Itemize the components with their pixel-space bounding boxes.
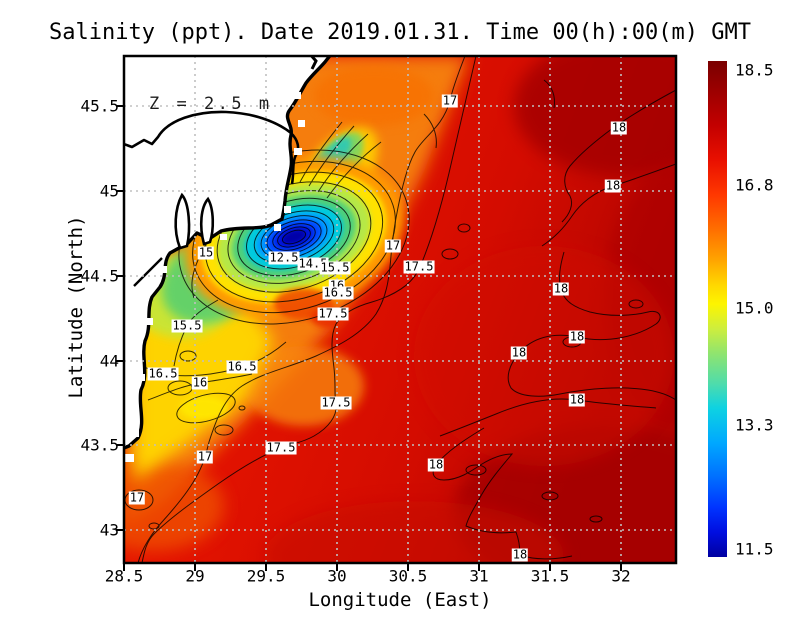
contour-label: 18 <box>427 457 445 472</box>
contour-label: 17 <box>441 93 459 108</box>
contour-label: 18 <box>510 345 528 360</box>
y-tick-label: 43 <box>99 520 119 540</box>
land-coastline <box>124 56 332 462</box>
contour-label: 17 <box>196 449 214 464</box>
x-tick-label: 31.5 <box>530 566 570 586</box>
contour-label: 17 <box>128 490 146 505</box>
contour-label: 16 <box>191 375 209 390</box>
contour-label: 15.5 <box>171 318 203 333</box>
contour-label: 16.5 <box>147 366 179 381</box>
x-tick-label: 30.5 <box>388 566 428 586</box>
x-tick-label: 29.5 <box>246 566 286 586</box>
contour-label: 15 <box>197 245 215 260</box>
graticule <box>124 56 676 563</box>
colorbar <box>708 61 727 557</box>
contour-label: 12.5 <box>268 250 300 265</box>
plot-border <box>122 54 678 565</box>
x-tick-label: 31 <box>469 566 489 586</box>
depth-annotation: Z = 2.5 m <box>149 94 273 114</box>
axis-ticks <box>116 105 622 571</box>
x-tick-label: 32 <box>611 566 631 586</box>
colorbar-tick-label: 15.0 <box>735 298 774 318</box>
contour-label: 17.5 <box>403 259 435 274</box>
contour-label: 17.5 <box>320 395 352 410</box>
contour-label: 15.5 <box>319 260 351 275</box>
contour-label: 17.5 <box>265 440 297 455</box>
colorbar-tick-label: 18.5 <box>735 60 774 80</box>
colorbar-tick-label: 11.5 <box>735 539 774 559</box>
y-tick-label: 44 <box>99 351 119 371</box>
colorbar-tick-label: 16.8 <box>735 175 774 195</box>
contour-label: 16.5 <box>322 285 354 300</box>
contour-label: 18 <box>568 392 586 407</box>
y-tick-label: 43.5 <box>80 435 119 455</box>
figure-title: Salinity (ppt). Date 2019.01.31. Time 00… <box>49 20 751 45</box>
contour-label: 16.5 <box>226 359 258 374</box>
y-axis-label: Latitude (North) <box>65 215 87 399</box>
contour-label: 18 <box>604 178 622 193</box>
y-tick-label: 45 <box>99 181 119 201</box>
x-tick-label: 30 <box>327 566 347 586</box>
contour-label: 18 <box>568 329 586 344</box>
y-tick-label: 44.5 <box>80 266 119 286</box>
contour-label: 18 <box>610 120 628 135</box>
y-tick-label: 45.5 <box>80 96 119 116</box>
contour-label: 17.5 <box>317 306 349 321</box>
contour-label: 18 <box>511 547 529 562</box>
coast-staircase-blocks <box>124 92 305 462</box>
x-tick-label: 28.5 <box>104 566 144 586</box>
map-area <box>122 54 678 565</box>
colorbar-tick-label: 13.3 <box>735 415 774 435</box>
x-tick-label: 29 <box>185 566 205 586</box>
x-axis-label: Longitude (East) <box>308 589 492 611</box>
contour-label: 17 <box>384 238 402 253</box>
contour-label: 18 <box>552 281 570 296</box>
